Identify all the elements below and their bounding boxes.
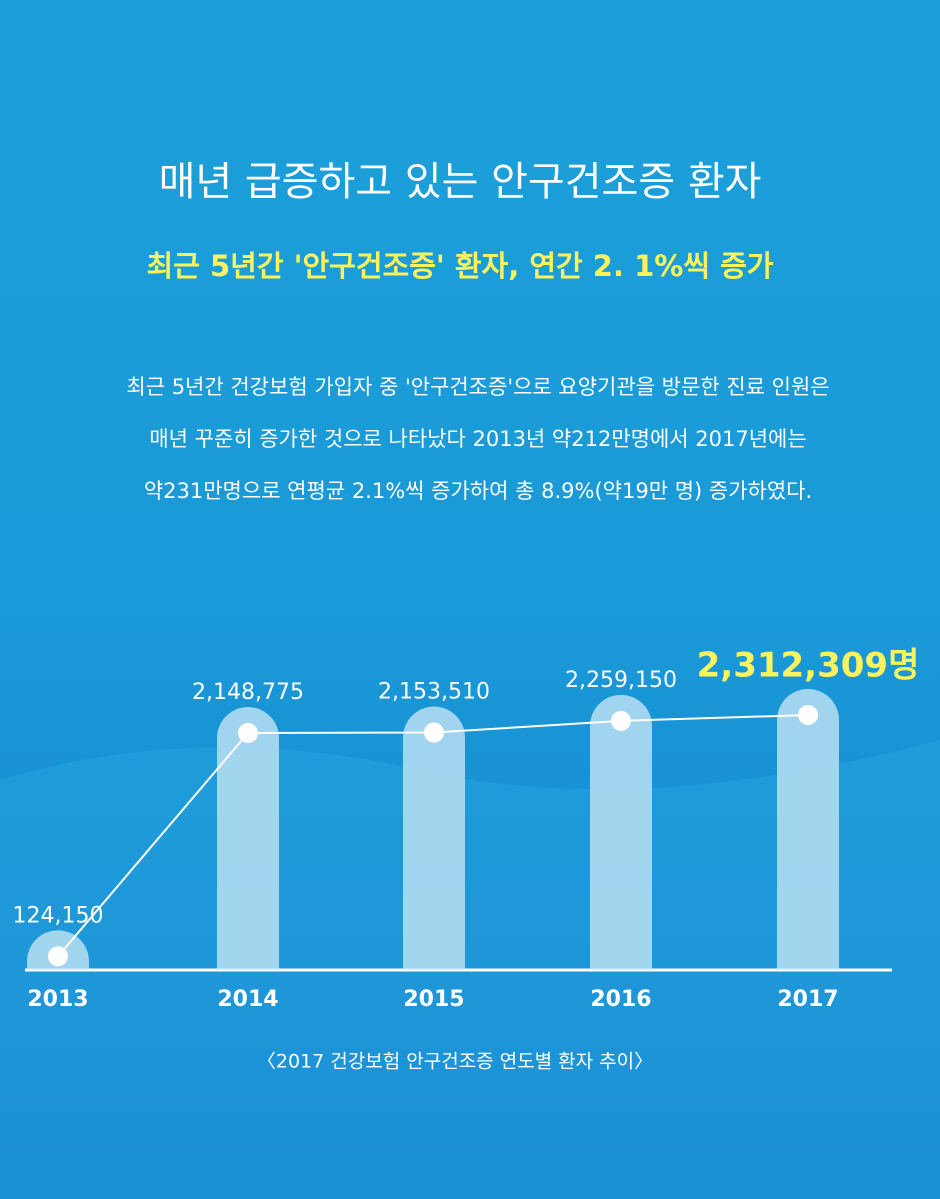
bar [217,707,279,970]
description-line: 매년 꾸준히 증가한 것으로 나타났다 2013년 약212만명에서 2017년… [149,427,806,451]
subtitle: 최근 5년간 '안구건조증' 환자, 연간 2. 1%씩 증가 [147,249,774,283]
x-tick-label: 2016 [590,987,651,1012]
point [238,723,258,744]
bar [590,694,652,970]
bar [777,689,839,970]
x-tick-label: 2015 [403,987,464,1012]
value-label: 2,153,510 [378,680,490,705]
point [48,946,68,967]
title: 매년 급증하고 있는 안구건조증 환자 [159,159,762,205]
value-label: 2,259,150 [565,668,677,693]
point [611,710,631,731]
x-tick-label: 2014 [217,987,278,1012]
x-tick-label: 2017 [777,987,838,1012]
point [424,722,444,743]
value-label: 2,148,775 [192,680,304,705]
value-label: 2,312,309명 [697,646,920,686]
point [798,705,818,725]
x-tick-label: 2013 [27,987,88,1012]
description-line: 최근 5년간 건강보험 가입자 중 '안구건조증'으로 요양기관을 방문한 진료… [126,375,829,399]
caption: 〈2017 건강보험 안구건조증 연도별 환자 추이〉 [257,1051,653,1073]
value-label: 124,150 [13,903,104,928]
description-line: 약231만명으로 연평균 2.1%씩 증가하여 총 8.9%(약19만 명) 증… [144,479,812,503]
bar [403,706,465,970]
